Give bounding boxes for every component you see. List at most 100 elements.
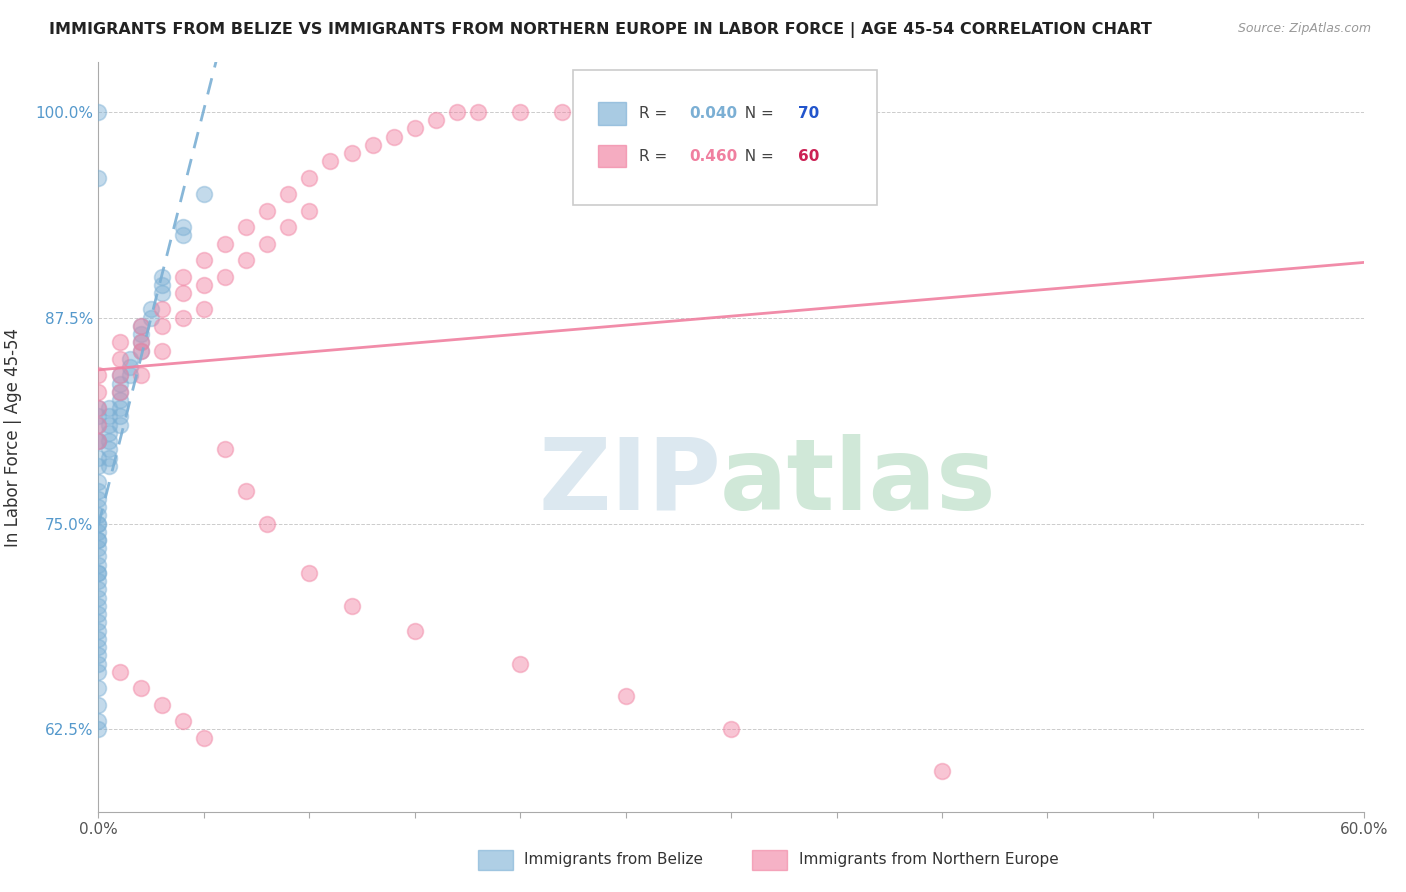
Point (98, 425, 121, 440)
Point (256, 236, 278, 251)
Point (87, 434, 110, 449)
Point (931, 764, 953, 778)
Text: IMMIGRANTS FROM BELIZE VS IMMIGRANTS FROM NORTHERN EUROPE IN LABOR FORCE | AGE 4: IMMIGRANTS FROM BELIZE VS IMMIGRANTS FRO… (49, 22, 1152, 38)
Point (87, 591, 110, 605)
Point (108, 409, 131, 424)
Point (87, 533, 110, 547)
Point (87, 640, 110, 654)
Point (87, 450, 110, 465)
Point (720, 723, 742, 737)
Point (87, 384, 110, 399)
Point (87, 723, 110, 737)
Point (141, 302, 163, 317)
Point (108, 368, 131, 383)
Point (98, 409, 121, 424)
Point (87, 516, 110, 531)
Point (87, 401, 110, 416)
Point (108, 401, 131, 416)
Point (298, 203, 321, 218)
Point (298, 566, 321, 580)
Point (87, 714, 110, 728)
Text: N =: N = (735, 106, 779, 121)
Point (87, 533, 110, 547)
Point (172, 310, 194, 325)
Point (120, 351, 141, 366)
Point (87, 657, 110, 671)
Point (319, 154, 342, 169)
Point (277, 187, 299, 202)
Point (193, 253, 215, 268)
Text: R =: R = (638, 106, 672, 121)
Point (825, 104, 848, 119)
Point (87, 516, 110, 531)
Point (108, 368, 131, 383)
Bar (599, 103, 626, 125)
Point (87, 665, 110, 679)
Point (87, 458, 110, 473)
Point (277, 220, 299, 235)
Point (509, 104, 531, 119)
Point (340, 146, 363, 161)
Point (87, 624, 110, 638)
Point (425, 113, 447, 128)
Text: 60: 60 (799, 149, 820, 163)
Point (98, 417, 121, 432)
Text: 0.040: 0.040 (689, 106, 738, 121)
Point (150, 269, 173, 284)
Bar (599, 145, 626, 168)
Point (404, 624, 426, 638)
Point (87, 599, 110, 613)
Point (129, 318, 152, 333)
Text: R =: R = (638, 149, 672, 163)
Point (98, 434, 121, 449)
Point (614, 690, 637, 704)
Point (87, 632, 110, 646)
Point (150, 318, 173, 333)
Point (87, 524, 110, 539)
Point (87, 574, 110, 589)
Point (298, 170, 321, 185)
Text: N =: N = (735, 149, 779, 163)
Point (129, 368, 152, 383)
Text: 70: 70 (799, 106, 820, 121)
Point (87, 170, 110, 185)
Point (87, 434, 110, 449)
Point (172, 285, 194, 300)
Point (87, 582, 110, 597)
Point (467, 104, 489, 119)
Point (87, 417, 110, 432)
Point (87, 566, 110, 580)
Point (214, 442, 236, 457)
Point (678, 104, 700, 119)
Point (193, 277, 215, 292)
Point (172, 269, 194, 284)
FancyBboxPatch shape (574, 70, 877, 205)
Point (87, 541, 110, 556)
Point (108, 417, 131, 432)
Point (150, 343, 173, 358)
Text: Immigrants from Northern Europe: Immigrants from Northern Europe (799, 853, 1059, 867)
Point (87, 681, 110, 696)
Point (98, 401, 121, 416)
Point (150, 698, 173, 712)
Point (108, 392, 131, 407)
Point (120, 360, 141, 375)
Point (129, 335, 152, 350)
Point (87, 698, 110, 712)
Point (87, 104, 110, 119)
Point (150, 277, 173, 292)
Point (87, 648, 110, 663)
Point (129, 343, 152, 358)
Point (214, 236, 236, 251)
Point (150, 302, 173, 317)
Point (108, 384, 131, 399)
Point (98, 458, 121, 473)
Point (120, 368, 141, 383)
Point (141, 310, 163, 325)
Text: Immigrants from Belize: Immigrants from Belize (524, 853, 703, 867)
Point (129, 327, 152, 342)
Point (108, 665, 131, 679)
Point (361, 137, 384, 152)
Point (129, 318, 152, 333)
Point (87, 558, 110, 572)
